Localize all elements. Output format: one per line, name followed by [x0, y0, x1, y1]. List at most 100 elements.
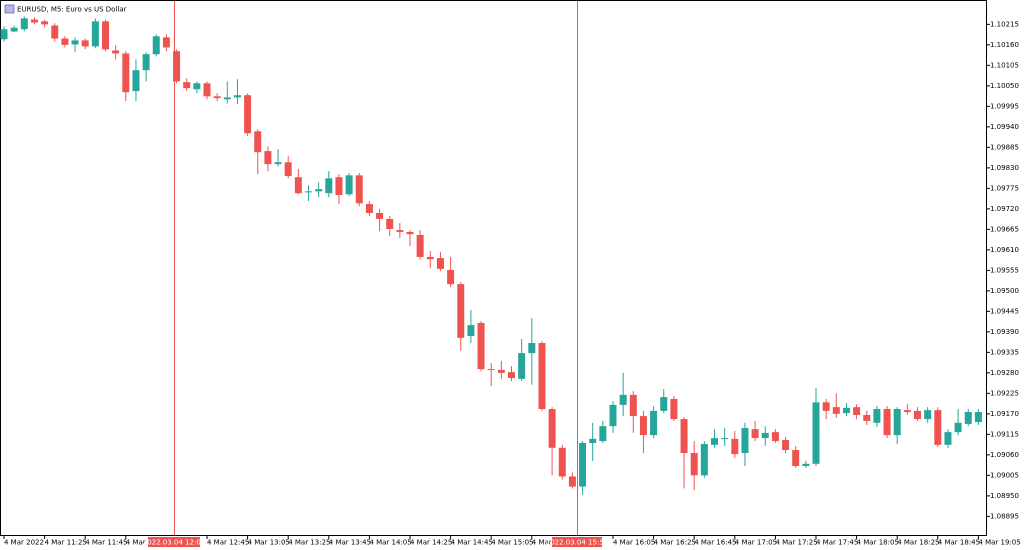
candle-body: [41, 21, 49, 25]
candle-body: [0, 29, 8, 40]
x-tick-label: 4 Mar 18:45: [938, 539, 980, 547]
candle-body: [548, 409, 556, 448]
candle-body: [792, 450, 800, 467]
x-tick-label: 4 Mar 17:25: [775, 539, 817, 547]
candle-body: [406, 231, 414, 235]
y-tick-label: 1.09665: [990, 225, 1019, 233]
y-tick-label: 1.10160: [990, 41, 1019, 49]
x-tick-label: 4 Mar 16:05: [613, 539, 655, 547]
candle-body: [944, 432, 952, 445]
x-tick-label: 4 Mar 16:25: [654, 539, 696, 547]
candle-body: [650, 410, 658, 436]
candle-body: [974, 412, 982, 423]
candle-body: [853, 407, 861, 415]
x-tick-label: 4 Mar 14:45: [451, 539, 493, 547]
candle-body: [173, 51, 181, 82]
candle-body: [873, 409, 881, 423]
x-tick-label: 4 Mar 13:05: [248, 539, 290, 547]
y-tick-label: 1.09775: [990, 184, 1019, 192]
candle-body: [903, 410, 911, 412]
candle-body: [518, 353, 526, 379]
x-tick-label: 4 Mar 15:05: [491, 539, 533, 547]
y-tick-label: 1.09610: [990, 246, 1019, 254]
candle-body: [30, 19, 38, 23]
y-tick-label: 1.10215: [990, 20, 1019, 28]
candle-body: [822, 402, 830, 411]
candle-body: [416, 234, 424, 257]
x-tick-label: 4 Mar 13:25: [288, 539, 330, 547]
candle-body: [508, 372, 515, 379]
candle-body: [142, 54, 150, 71]
candle-body: [376, 212, 384, 219]
x-tick-label: 4 Mar 18:25: [897, 539, 939, 547]
x-tick-label: 4 Mar 17:05: [735, 539, 777, 547]
candle-body: [335, 177, 343, 196]
candle-body: [599, 426, 607, 442]
x-tick-label: 4 Mar 12:45: [207, 539, 249, 547]
x-tick-label: 4 Mar 18:05: [857, 539, 899, 547]
candle-body: [71, 40, 79, 45]
candle-body: [294, 177, 302, 194]
candles: [0, 16, 982, 495]
candle-body: [284, 162, 292, 177]
y-tick-label: 1.08895: [990, 512, 1019, 520]
candle-body: [315, 189, 323, 192]
candle-body: [802, 463, 810, 467]
y-tick-label: 1.09115: [990, 430, 1019, 438]
candle-body: [670, 398, 678, 420]
candle-body: [264, 151, 272, 165]
y-tick-label: 1.10050: [990, 82, 1019, 90]
y-tick-label: 1.09005: [990, 471, 1019, 479]
candle-body: [345, 175, 353, 195]
candle-body: [61, 38, 69, 45]
y-tick-label: 1.09995: [990, 102, 1019, 110]
x-tick-label: 4 Mar 14:25: [410, 539, 452, 547]
candle-body: [355, 175, 363, 204]
candle-body: [10, 27, 18, 32]
candle-body: [558, 447, 566, 477]
y-tick-label: 1.09830: [990, 164, 1019, 172]
candle-body: [761, 432, 769, 439]
x-tick-label: 4 Mar 11:45: [85, 539, 127, 547]
candle-body: [223, 97, 231, 100]
candle-body: [771, 432, 779, 442]
candle-body: [609, 404, 617, 427]
candle-body: [213, 96, 221, 99]
x-tick-label: 4 Mar 2022: [4, 539, 44, 547]
candle-body: [233, 95, 241, 98]
candle-body: [680, 419, 688, 453]
symbol-icon: [4, 4, 15, 14]
plot-frame: [0, 0, 987, 536]
y-tick-label: 1.09060: [990, 451, 1019, 459]
candle-body: [700, 444, 708, 476]
candle-body: [782, 439, 790, 451]
candle-body: [183, 82, 191, 89]
y-tick-label: 1.09225: [990, 389, 1019, 397]
y-tick-label: 1.09555: [990, 266, 1019, 274]
y-tick-label: 1.09940: [990, 123, 1019, 131]
y-tick-label: 1.09500: [990, 287, 1019, 295]
y-tick-label: 1.09445: [990, 307, 1019, 315]
candle-body: [386, 218, 394, 229]
x-tick-label: 4 Mar 14:05: [369, 539, 411, 547]
candle-body: [731, 438, 739, 455]
candle-body: [619, 394, 627, 405]
candle-body: [964, 412, 972, 424]
x-axis: 1.10215 1.10160 1.10105 1.10050 1.09995 1.099…: [3, 20, 1021, 547]
marker-label-box: [148, 537, 200, 547]
candle-body: [457, 284, 465, 338]
x-tick-label: 4 Mar 19:05: [978, 539, 1020, 547]
candle-body: [589, 438, 597, 443]
candle-body: [863, 414, 871, 421]
candle-body: [436, 258, 444, 269]
candle-body: [883, 409, 891, 436]
x-tick-label: 4 Mar 17:45: [816, 539, 858, 547]
candle-body: [954, 422, 962, 433]
candle-body: [579, 442, 587, 487]
candle-body: [122, 53, 130, 93]
candle-body: [81, 40, 89, 47]
candle-body: [132, 70, 140, 92]
candle-body: [528, 343, 536, 354]
candle-body: [639, 416, 647, 436]
